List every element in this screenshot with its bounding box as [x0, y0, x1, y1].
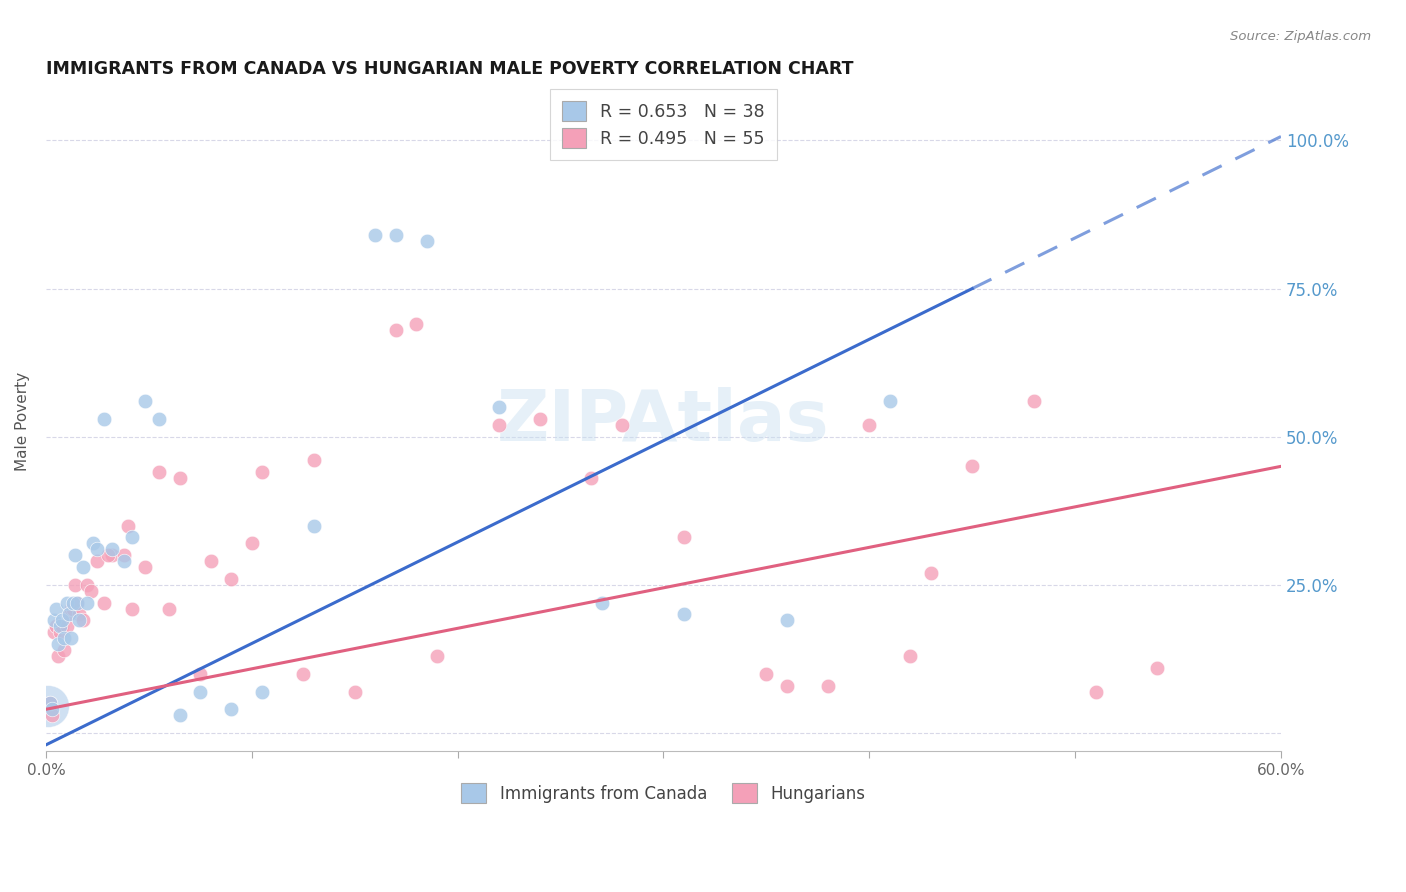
Point [51, 619, 73, 633]
Point [188, 684, 211, 698]
Point [879, 394, 901, 409]
Point [63, 548, 86, 562]
Point [67, 614, 90, 628]
Point [134, 560, 156, 574]
Point [45, 619, 67, 633]
Point [62, 601, 84, 615]
Point [66, 596, 89, 610]
Point [200, 554, 222, 568]
Point [49, 625, 72, 640]
Point [101, 548, 124, 562]
Point [112, 548, 135, 562]
Point [385, 323, 408, 337]
Point [134, 394, 156, 409]
Point [93, 596, 115, 610]
Point [58, 607, 80, 622]
Point [219, 702, 242, 716]
Point [49, 619, 72, 633]
Point [612, 417, 634, 432]
Point [41, 702, 63, 716]
Point [529, 412, 551, 426]
Point [72, 560, 94, 574]
Point [58, 607, 80, 622]
Point [101, 542, 124, 557]
Point [121, 601, 143, 615]
Point [581, 471, 603, 485]
Point [117, 518, 139, 533]
Text: IMMIGRANTS FROM CANADA VS HUNGARIAN MALE POVERTY CORRELATION CHART: IMMIGRANTS FROM CANADA VS HUNGARIAN MALE… [46, 60, 853, 78]
Point [53, 643, 76, 657]
Point [900, 648, 922, 663]
Point [53, 631, 76, 645]
Point [112, 554, 135, 568]
Point [72, 614, 94, 628]
Point [66, 596, 89, 610]
Point [41, 708, 63, 723]
Point [97, 548, 120, 562]
Point [416, 234, 439, 248]
Point [46, 648, 69, 663]
Point [59, 601, 82, 615]
Point [302, 453, 325, 467]
Point [39, 697, 62, 711]
Y-axis label: Male Poverty: Male Poverty [15, 372, 30, 472]
Point [93, 412, 115, 426]
Point [44, 614, 66, 628]
Point [159, 601, 181, 615]
Point [59, 631, 82, 645]
Point [188, 666, 211, 681]
Point [76, 578, 98, 592]
Point [240, 536, 263, 550]
Point [385, 228, 408, 243]
Point [37, 699, 59, 714]
Point [169, 708, 191, 723]
Point [45, 601, 67, 615]
Text: Source: ZipAtlas.com: Source: ZipAtlas.com [1230, 30, 1371, 44]
Point [591, 596, 613, 610]
Point [250, 684, 273, 698]
Point [488, 417, 510, 432]
Point [776, 679, 799, 693]
Point [817, 679, 839, 693]
Point [1022, 394, 1045, 409]
Point [76, 596, 98, 610]
Point [46, 637, 69, 651]
Point [86, 554, 108, 568]
Point [148, 412, 170, 426]
Point [82, 536, 104, 550]
Point [219, 572, 242, 586]
Point [426, 648, 449, 663]
Point [673, 531, 696, 545]
Point [858, 417, 880, 432]
Legend: Immigrants from Canada, Hungarians: Immigrants from Canada, Hungarians [453, 774, 873, 812]
Point [121, 531, 143, 545]
Text: ZIPAtlas: ZIPAtlas [498, 387, 830, 457]
Point [302, 518, 325, 533]
Point [148, 465, 170, 479]
Point [673, 607, 696, 622]
Point [364, 228, 387, 243]
Point [1084, 684, 1107, 698]
Point [67, 607, 90, 622]
Point [776, 614, 799, 628]
Point [755, 666, 778, 681]
Point [55, 596, 77, 610]
Point [86, 542, 108, 557]
Point [488, 400, 510, 414]
Point [44, 625, 66, 640]
Point [55, 619, 77, 633]
Point [1146, 661, 1168, 675]
Point [250, 465, 273, 479]
Point [63, 578, 86, 592]
Point [405, 317, 427, 331]
Point [960, 459, 983, 474]
Point [920, 566, 942, 580]
Point [292, 666, 315, 681]
Point [343, 684, 366, 698]
Point [39, 697, 62, 711]
Point [62, 596, 84, 610]
Point [51, 614, 73, 628]
Point [80, 583, 103, 598]
Point [169, 471, 191, 485]
